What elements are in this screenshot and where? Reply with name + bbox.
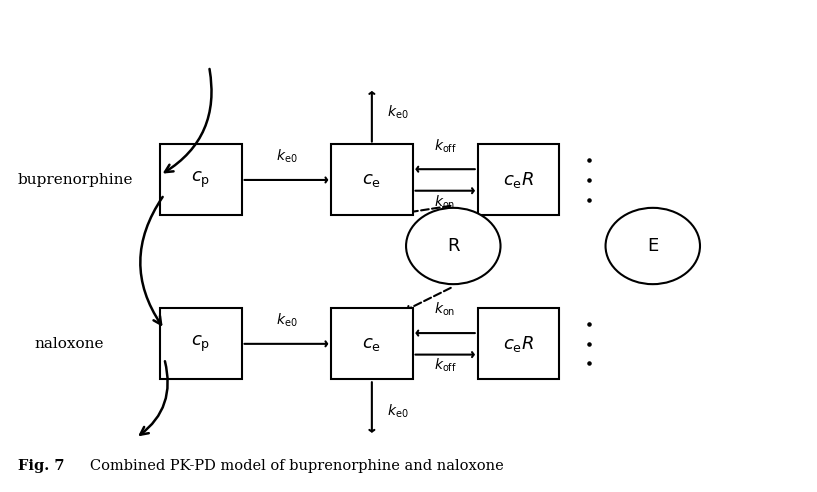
Text: $k_\mathrm{e0}$: $k_\mathrm{e0}$ [386, 402, 408, 420]
FancyArrowPatch shape [417, 331, 475, 336]
Ellipse shape [605, 208, 700, 284]
Text: Fig. 7: Fig. 7 [18, 460, 65, 473]
Text: $c_\mathrm{e}$: $c_\mathrm{e}$ [362, 171, 382, 189]
Text: $k_\mathrm{e0}$: $k_\mathrm{e0}$ [386, 104, 408, 122]
Text: naloxone: naloxone [34, 337, 104, 351]
FancyBboxPatch shape [160, 145, 242, 215]
FancyBboxPatch shape [331, 145, 413, 215]
Text: $k_\mathrm{on}$: $k_\mathrm{on}$ [435, 193, 456, 211]
Text: Combined PK-PD model of buprenorphine and naloxone: Combined PK-PD model of buprenorphine an… [76, 460, 504, 473]
FancyArrowPatch shape [408, 288, 451, 310]
Text: $k_\mathrm{off}$: $k_\mathrm{off}$ [434, 137, 457, 154]
Text: buprenorphine: buprenorphine [18, 173, 133, 187]
FancyArrowPatch shape [415, 188, 474, 193]
Text: E: E [647, 237, 659, 255]
Ellipse shape [406, 208, 501, 284]
FancyArrowPatch shape [244, 341, 327, 346]
FancyBboxPatch shape [478, 145, 559, 215]
Text: $k_\mathrm{e0}$: $k_\mathrm{e0}$ [275, 312, 297, 329]
Text: $c_\mathrm{e}$: $c_\mathrm{e}$ [362, 335, 382, 353]
FancyArrowPatch shape [244, 178, 327, 183]
Text: $k_\mathrm{off}$: $k_\mathrm{off}$ [434, 357, 457, 374]
FancyBboxPatch shape [478, 308, 559, 379]
Text: $c_\mathrm{e}$R: $c_\mathrm{e}$R [503, 170, 534, 190]
FancyArrowPatch shape [408, 206, 450, 215]
Text: $c_\mathrm{e}$R: $c_\mathrm{e}$R [503, 334, 534, 354]
Text: $c_\mathrm{p}$: $c_\mathrm{p}$ [191, 170, 211, 190]
FancyBboxPatch shape [160, 308, 242, 379]
Text: R: R [447, 237, 459, 255]
FancyArrowPatch shape [369, 382, 374, 431]
Text: $k_\mathrm{on}$: $k_\mathrm{on}$ [435, 301, 456, 318]
Text: $c_\mathrm{p}$: $c_\mathrm{p}$ [191, 334, 211, 354]
FancyArrowPatch shape [369, 92, 374, 142]
Text: $k_\mathrm{e0}$: $k_\mathrm{e0}$ [275, 148, 297, 165]
FancyArrowPatch shape [415, 352, 474, 357]
FancyArrowPatch shape [417, 167, 475, 172]
FancyBboxPatch shape [331, 308, 413, 379]
